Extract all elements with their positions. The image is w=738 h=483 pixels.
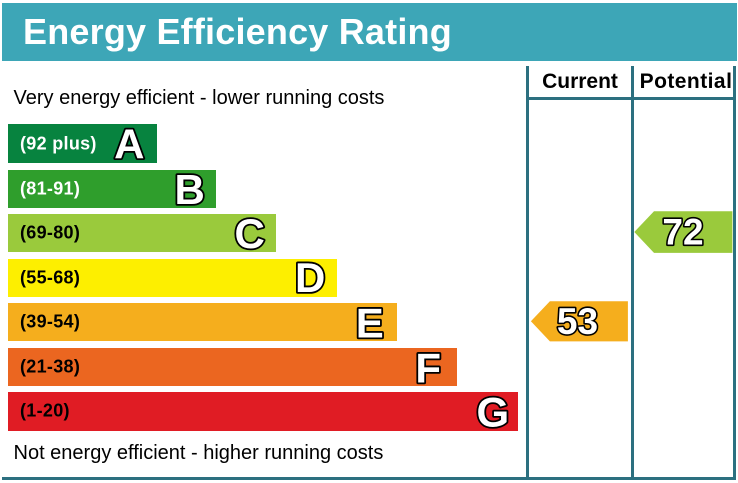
svg-text:B: B [174, 166, 204, 213]
svg-text:G: G [477, 388, 510, 435]
svg-text:72: 72 [662, 212, 703, 253]
svg-text:D: D [295, 254, 325, 301]
svg-text:A: A [114, 121, 144, 168]
svg-text:53: 53 [557, 301, 598, 342]
svg-text:E: E [356, 299, 384, 346]
svg-text:F: F [415, 344, 441, 391]
svg-text:C: C [235, 210, 265, 257]
